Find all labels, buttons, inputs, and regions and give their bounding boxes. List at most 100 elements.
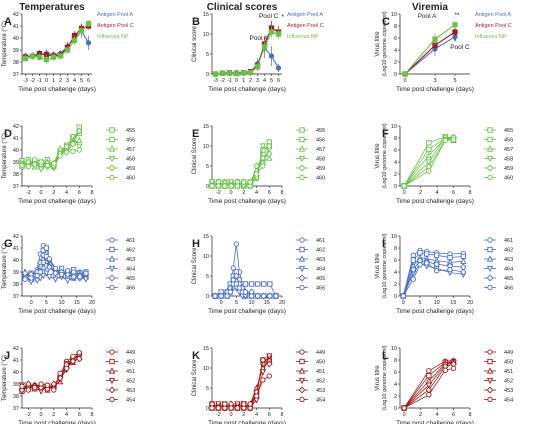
data-point xyxy=(266,150,273,158)
data-point xyxy=(70,353,76,360)
data-point xyxy=(83,270,89,276)
legend-marker xyxy=(487,246,493,253)
data-point xyxy=(71,37,78,44)
x-tick-label: -2 xyxy=(30,78,35,84)
x-tick-label: -3 xyxy=(23,78,28,84)
y-tick-label: 41 xyxy=(13,136,19,142)
series-line xyxy=(211,359,270,409)
series-line xyxy=(25,29,89,57)
data-point xyxy=(57,153,63,159)
data-point xyxy=(247,401,253,407)
data-point xyxy=(25,380,32,388)
data-point xyxy=(25,164,32,170)
data-point xyxy=(22,55,29,62)
legend-marker xyxy=(298,155,306,163)
series-influenza-np xyxy=(22,20,92,65)
data-point xyxy=(426,368,432,374)
series-line xyxy=(403,136,454,187)
y-tick-label: 41 xyxy=(13,246,19,252)
legend-label: 457 xyxy=(126,147,135,153)
legend-marker xyxy=(298,274,306,282)
data-point xyxy=(76,350,82,356)
legend-label: Influenza NP xyxy=(97,34,129,40)
legend-label: 451 xyxy=(126,369,135,375)
y-tick-label: 5 xyxy=(206,164,209,170)
data-point xyxy=(76,143,83,151)
legend-label: 462 xyxy=(316,248,325,254)
legend-marker xyxy=(108,265,116,273)
series-line xyxy=(212,375,270,409)
data-point xyxy=(224,293,230,299)
x-tick-label: 6 xyxy=(87,78,90,84)
y-tick-label: 10 xyxy=(391,234,397,240)
series-influenza-np xyxy=(212,26,282,77)
y-tick-label: 8 xyxy=(394,358,397,364)
series-influenza-np xyxy=(402,21,458,77)
panel-e: E -2 0 2 4 6 8 0 5 10 15 Time post challenge (days)… xyxy=(192,124,325,205)
data-point xyxy=(433,260,440,268)
x-tick-label: -1 xyxy=(227,78,232,84)
series-line xyxy=(403,368,454,409)
legend-marker xyxy=(298,377,306,385)
data-point xyxy=(242,281,249,287)
x-tick-label: 4 xyxy=(65,412,68,418)
series-line xyxy=(403,136,454,187)
data-point xyxy=(63,148,70,156)
annotation: * xyxy=(454,38,457,45)
data-point xyxy=(46,256,53,262)
data-point xyxy=(452,29,458,35)
y-tick-label: 5 xyxy=(206,386,209,392)
data-point xyxy=(248,281,255,287)
legend-label: 455 xyxy=(316,128,325,134)
legend-label: 465 xyxy=(316,276,325,282)
data-point xyxy=(50,54,57,60)
x-tick-label: 6 xyxy=(268,412,271,418)
data-point xyxy=(85,20,92,27)
y-tick-label: 39 xyxy=(13,382,19,388)
x-tick-label: 8 xyxy=(280,412,283,418)
legend-label: 459 xyxy=(126,166,135,172)
data-point xyxy=(240,70,247,76)
legend-marker xyxy=(298,164,306,172)
legend-label: 464 xyxy=(504,267,513,273)
x-tick-label: 0 xyxy=(402,300,405,306)
legend-marker xyxy=(487,349,493,355)
data-point xyxy=(247,179,253,185)
x-axis-label: Time post challenge (days) xyxy=(396,308,474,315)
legend-label: 453 xyxy=(504,388,513,394)
series-line xyxy=(215,46,279,75)
legend-label: Antigen Pool C xyxy=(475,23,512,29)
x-axis-label: Time post challenge (days) xyxy=(208,420,286,424)
panel-a: A Temperatures -3 -2 -1 0 1 2 3 4 5 6 37 38 39 40 41 42 Ti… xyxy=(2,2,134,93)
y-tick-label: 0 xyxy=(206,72,209,78)
legend-marker xyxy=(487,396,493,403)
x-tick-label: -2 xyxy=(216,412,221,418)
data-point xyxy=(233,272,240,280)
y-tick-label: 5 xyxy=(206,274,209,280)
data-point xyxy=(29,53,36,59)
legend-marker xyxy=(108,377,116,385)
x-axis-label: Time post challenge (days) xyxy=(18,198,96,205)
x-tick-label: 4 xyxy=(263,78,266,84)
legend-label: 449 xyxy=(504,350,513,356)
data-point xyxy=(417,262,423,268)
annotation: Pool A xyxy=(418,13,437,20)
legend-marker xyxy=(487,127,493,133)
y-tick-label: 2 xyxy=(394,282,397,288)
y-tick-label: 8 xyxy=(394,24,397,30)
data-point xyxy=(273,293,279,299)
data-point xyxy=(266,353,273,360)
x-tick-label: 4 xyxy=(436,412,439,418)
legend-label: 461 xyxy=(316,238,325,244)
data-point xyxy=(34,272,40,279)
legend-label: 459 xyxy=(504,166,513,172)
legend-marker xyxy=(487,358,493,365)
legend-label: 462 xyxy=(126,248,135,254)
data-point xyxy=(43,245,49,251)
legend-marker xyxy=(109,246,115,253)
data-point xyxy=(209,183,215,189)
data-point xyxy=(434,268,440,274)
series-line xyxy=(403,363,454,409)
legend-label: Antigen Pool A xyxy=(97,12,133,18)
series-antigen-pool-c xyxy=(402,27,458,77)
